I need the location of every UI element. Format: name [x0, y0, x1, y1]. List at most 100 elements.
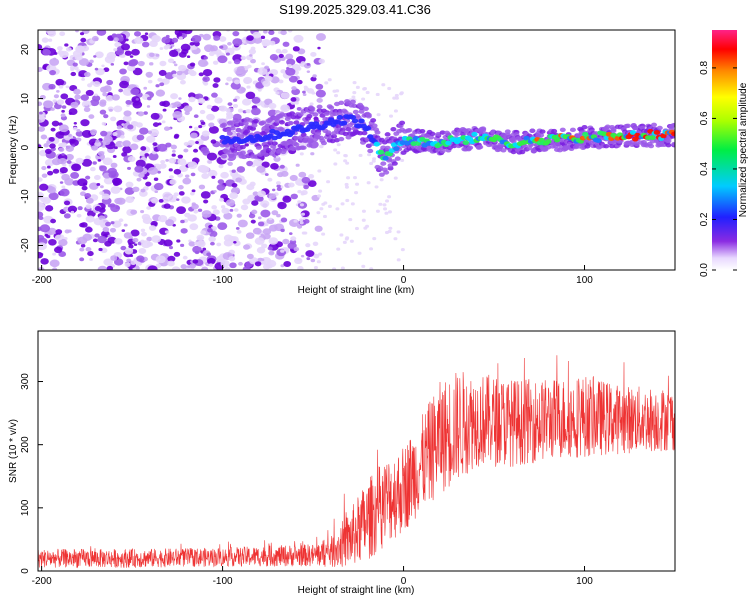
spectrogram-noise-blob	[340, 202, 345, 206]
spectrogram-noise-blob	[233, 98, 238, 102]
spectrogram-noise-blob	[211, 92, 218, 98]
spectrogram-noise-blob	[199, 165, 210, 174]
spectrogram-noise-blob	[362, 87, 367, 91]
spectrogram-ridge-halo	[358, 104, 365, 110]
spectrogram-noise-blob	[288, 75, 298, 83]
spectrogram-noise-blob	[187, 161, 198, 169]
spectrogram-noise-blob	[141, 41, 150, 48]
spectrogram-noise-blob	[180, 43, 191, 52]
spectrogram-noise-blob	[226, 76, 233, 82]
colorbar-gradient	[712, 30, 737, 270]
spectrogram-noise-blob	[89, 258, 93, 261]
spectrogram-noise-blob	[69, 65, 76, 70]
spectrogram-noise-blob	[336, 247, 341, 251]
spectrogram-noise-blob	[118, 88, 124, 93]
spectrogram-noise-blob	[77, 178, 88, 187]
spectrogram-noise-blob	[85, 175, 91, 180]
spectrogram-noise-blob	[280, 104, 291, 112]
spectrogram-noise-blob	[310, 258, 316, 263]
spectrogram-noise-blob	[67, 205, 78, 213]
spectrogram-noise-blob	[305, 243, 311, 248]
spectrogram-noise-blob	[137, 111, 145, 117]
spectrogram-noise-blob	[260, 35, 266, 40]
spectrogram-noise-blob	[170, 93, 179, 100]
spectrogram-noise-blob	[99, 109, 107, 115]
spectrogram-noise-blob	[183, 141, 190, 147]
spectrogram-noise-blob	[280, 69, 287, 74]
spectrogram-ridge-halo	[429, 131, 436, 137]
spectrogram-noise-blob	[279, 51, 283, 54]
spectrogram-noise-blob	[58, 85, 64, 89]
spectrogram-noise-blob	[237, 219, 248, 228]
spectrogram-ridge-halo	[239, 144, 246, 150]
spectrogram-y-ticks: -20 -10 0 10 20	[20, 44, 43, 253]
spectrogram-ridge-halo	[264, 128, 271, 133]
spectrogram-noise-blob	[317, 194, 322, 198]
spectrogram-ridge-halo	[539, 129, 546, 134]
spectrogram-y-tick-label: 0	[20, 144, 31, 150]
spectrogram-noise-blob	[138, 248, 147, 255]
spectrogram-noise-blob	[101, 121, 107, 126]
spectrogram-noise-blob	[79, 32, 85, 36]
spectrogram-noise-blob	[261, 243, 268, 249]
spectrogram-noise-blob	[132, 267, 137, 270]
spectrogram-noise-blob	[120, 135, 125, 139]
spectrogram-noise-blob	[137, 60, 145, 67]
spectrogram-noise-blob	[231, 169, 236, 173]
spectrogram-noise-blob	[315, 83, 324, 90]
spectrogram-noise-blob	[131, 48, 140, 56]
spectrogram-ridge-core	[471, 131, 478, 137]
spectrogram-noise-blob	[123, 232, 133, 239]
spectrogram-noise-blob	[271, 210, 279, 216]
spectrogram-noise-blob	[288, 182, 295, 188]
spectrogram-noise-blob	[188, 241, 196, 247]
spectrogram-noise-blob	[149, 128, 160, 137]
spectrogram-noise-blob	[272, 188, 276, 192]
spectrogram-noise-blob	[396, 258, 401, 262]
spectrogram-ridge-halo	[278, 120, 285, 125]
spectrogram-noise-blob	[47, 38, 53, 42]
spectrogram-noise-blob	[210, 139, 217, 144]
spectrogram-x-tick-label: 0	[401, 275, 407, 286]
spectrogram-noise-blob	[355, 85, 360, 89]
spectrogram-noise-blob	[92, 81, 101, 87]
spectrogram-noise-blob	[219, 45, 224, 49]
spectrogram-noise-blob	[90, 166, 96, 172]
spectrogram-noise-blob	[240, 204, 249, 211]
spectrogram-noise-blob	[46, 235, 51, 239]
spectrogram-noise-blob	[245, 108, 252, 114]
spectrogram-noise-blob	[268, 217, 273, 221]
spectrogram-noise-blob	[122, 146, 132, 154]
spectrogram-noise-blob	[240, 87, 246, 92]
spectrogram-noise-blob	[206, 104, 213, 110]
spectrogram-noise-blob	[227, 42, 232, 46]
spectrogram-noise-blob	[59, 188, 70, 197]
spectrogram-noise-blob	[123, 223, 128, 227]
spectrogram-noise-blob	[130, 209, 138, 215]
spectrogram-noise-blob	[335, 89, 340, 93]
spectrogram-noise-blob	[70, 210, 75, 214]
spectrogram-noise-blob	[161, 36, 171, 44]
spectrogram-noise-blob	[130, 260, 137, 266]
spectrogram-noise-blob	[94, 174, 101, 181]
spectrogram-noise-blob	[278, 79, 284, 84]
spectrogram-noise-blob	[87, 251, 94, 257]
spectrogram-noise-blob	[99, 165, 107, 172]
spectrogram-noise-blob	[348, 217, 353, 222]
spectrogram-noise-blob	[103, 85, 112, 93]
spectrogram-ridge-halo	[226, 121, 233, 126]
spectrogram-ridge-halo	[361, 130, 368, 136]
spectrogram-noise-blob	[232, 38, 243, 47]
spectrogram-noise-blob	[157, 170, 161, 174]
spectrogram-noise-blob	[269, 54, 279, 61]
spectrogram-noise-blob	[197, 59, 209, 68]
spectrogram-noise-blob	[193, 209, 199, 214]
spectrogram-noise-blob	[297, 266, 304, 270]
spectrogram-noise-blob	[384, 211, 389, 215]
spectrogram-noise-blob	[218, 36, 227, 42]
spectrogram-noise-blob	[52, 267, 58, 270]
spectrogram-noise-blob	[105, 221, 112, 227]
spectrogram-noise-blob	[73, 122, 77, 125]
spectrogram-noise-blob	[58, 147, 65, 152]
spectrogram-noise-blob	[39, 183, 49, 191]
